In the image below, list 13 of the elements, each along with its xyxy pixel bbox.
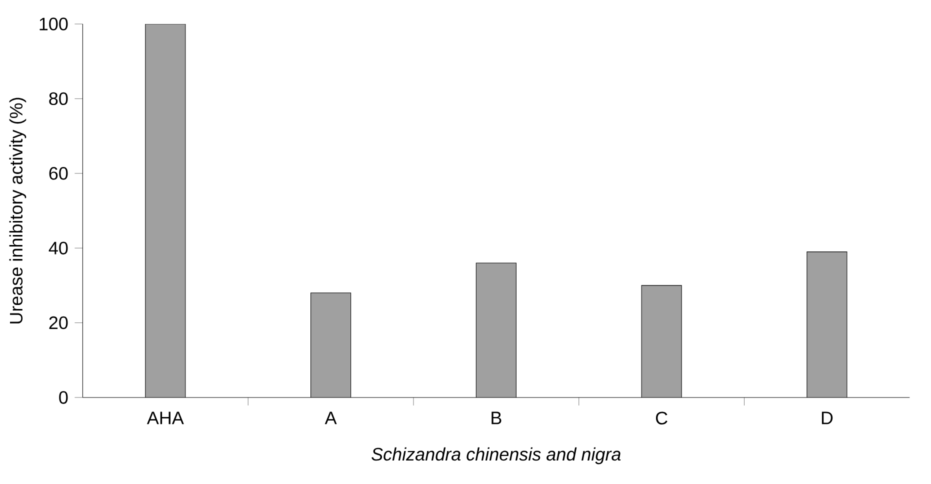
y-tick-label: 40 (48, 242, 68, 254)
x-tick-label: D (822, 412, 833, 424)
x-tick-label: AHA (146, 412, 184, 424)
x-axis-title: Schizandra chinensis and nigra (372, 447, 621, 464)
x-tick-label: C (656, 412, 668, 424)
y-tick-label: 0 (59, 391, 68, 404)
y-tick-label: 80 (49, 92, 68, 105)
y-tick-label: 100 (40, 18, 68, 30)
x-tick-label: B (492, 412, 502, 424)
y-tick-label: 60 (49, 166, 68, 180)
y-axis-title: Urease inhibitory activity (%) (9, 98, 26, 324)
y-tick-label: 20 (49, 316, 68, 330)
x-tick-label: A (324, 412, 337, 424)
